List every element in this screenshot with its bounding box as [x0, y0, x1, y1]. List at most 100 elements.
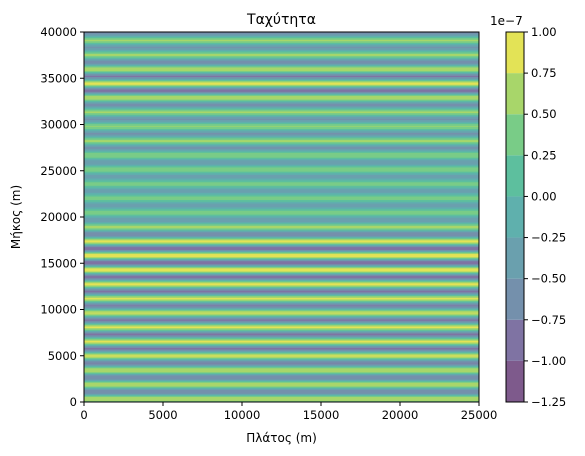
contour-band	[84, 314, 479, 316]
contour-band	[84, 339, 479, 341]
contour-band	[84, 270, 479, 273]
contour-band	[84, 222, 479, 225]
contour-band	[84, 66, 479, 72]
contour-band	[84, 366, 479, 368]
contour-band	[84, 310, 479, 313]
contour-band	[84, 395, 479, 398]
contour-band	[84, 152, 479, 158]
contour-band	[84, 73, 479, 76]
contour-band	[84, 315, 479, 317]
contour-band	[84, 267, 479, 272]
y-axis: 0 5000 10000 15000 20000 25000 30000 35000 40000	[40, 25, 84, 409]
contour-band	[84, 195, 479, 201]
colorbar-swatch	[506, 319, 524, 361]
contour-band	[84, 32, 479, 35]
contour-band	[84, 305, 479, 308]
contour-band	[84, 308, 479, 311]
contour-band	[84, 179, 479, 183]
contour-band	[84, 185, 479, 188]
contour-band	[84, 199, 479, 202]
contour-band	[84, 192, 479, 195]
contour-band	[84, 92, 479, 94]
contour-band	[84, 135, 479, 138]
contour-band	[84, 341, 479, 344]
colorbar-swatch	[506, 73, 524, 115]
contour-band	[84, 46, 479, 49]
contour-band	[84, 238, 479, 241]
contour-band	[84, 95, 479, 100]
contour-band	[84, 288, 479, 290]
contour-band	[84, 49, 479, 52]
contour-band	[84, 364, 479, 366]
contour-band	[84, 55, 479, 58]
contour-band	[84, 389, 479, 394]
contour-band	[84, 217, 479, 223]
contour-band	[84, 335, 479, 338]
contour-band	[84, 328, 479, 331]
contour-band	[84, 142, 479, 145]
x-tick-label: 0	[80, 408, 87, 422]
contour-band	[84, 323, 479, 326]
contour-band	[84, 128, 479, 131]
contour-band	[84, 394, 479, 397]
contour-band	[84, 337, 479, 339]
contour-band	[84, 208, 479, 211]
contour-band	[84, 87, 479, 90]
contour-band	[84, 285, 479, 288]
contour-band	[84, 318, 479, 321]
y-tick-label: 10000	[40, 303, 77, 317]
contour-band	[84, 352, 479, 354]
contour-band	[84, 297, 479, 300]
contour-band	[84, 237, 479, 239]
contour-band	[84, 237, 479, 240]
contour-band	[84, 322, 479, 324]
contour-band	[84, 385, 479, 388]
contour-band	[84, 223, 479, 226]
contour-band	[84, 274, 479, 276]
contour-band	[84, 358, 479, 360]
contour-band	[84, 252, 479, 255]
contour-band	[84, 146, 479, 149]
contour-band	[84, 129, 479, 132]
contour-band	[84, 101, 479, 104]
contour-band	[84, 225, 479, 229]
contour-band	[84, 77, 479, 80]
contour-band	[84, 93, 479, 95]
contour-band	[84, 330, 479, 333]
colorbar-swatch	[506, 32, 524, 74]
contour-band	[84, 244, 479, 247]
contour-band	[84, 315, 479, 318]
contour-band	[84, 229, 479, 231]
contour-band	[84, 148, 479, 151]
contour-band	[84, 112, 479, 115]
contour-band	[84, 260, 479, 265]
contour-band	[84, 71, 479, 73]
contour-band	[84, 300, 479, 302]
contour-band	[84, 246, 479, 250]
contour-band	[84, 271, 479, 273]
contour-band	[84, 122, 479, 125]
contour-band	[84, 307, 479, 309]
contour-band	[84, 114, 479, 116]
contour-band	[84, 294, 479, 296]
colorbar-swatch	[506, 155, 524, 197]
contour-band	[84, 265, 479, 267]
contour-band	[84, 374, 479, 376]
contour-band	[84, 44, 479, 48]
contour-band	[84, 100, 479, 102]
colorbar-swatch	[506, 278, 524, 320]
y-tick-label: 5000	[48, 349, 77, 363]
x-tick-label: 10000	[224, 408, 261, 422]
contour-band	[84, 51, 479, 55]
contour-band	[84, 362, 479, 366]
contour-band	[84, 374, 479, 380]
contour-band	[84, 277, 479, 280]
contour-band	[84, 174, 479, 179]
contour-band	[84, 60, 479, 64]
contour-band	[84, 157, 479, 159]
contour-band	[84, 357, 479, 359]
y-axis-label: Μήκος (m)	[9, 185, 23, 249]
contour-band	[84, 119, 479, 122]
contour-band	[84, 272, 479, 275]
contour-band	[84, 253, 479, 258]
